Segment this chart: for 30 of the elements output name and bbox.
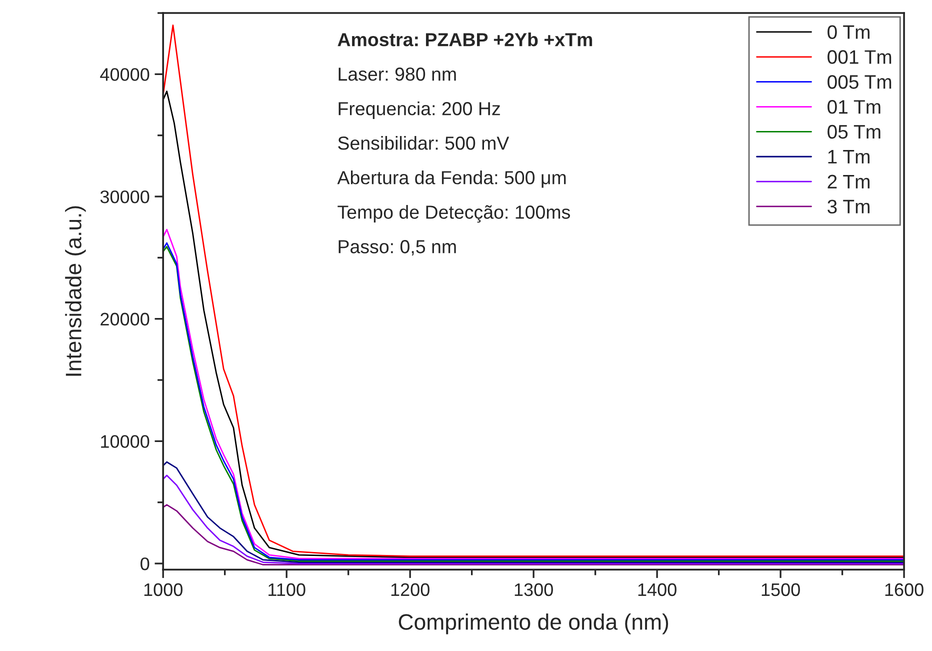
line-series [163,504,904,566]
annotation: Frequencia: 200 Hz [338,102,500,119]
annotation: Laser: 980 nm [338,68,456,81]
legend-label: 0 Tm [828,25,870,39]
x-tick-label: 1000 [144,583,182,596]
x-tick-label: 1200 [391,583,430,596]
x-tick-label: 1500 [762,583,800,596]
annotation: Abertura da Fenda: 500 μm [337,170,566,188]
legend-label: 01 Tm [828,100,880,114]
x-axis-title: Comprimento de onda (nm) [398,614,668,634]
legend-label: 005 Tm [828,75,892,89]
legend-label: 05 Tm [828,124,880,139]
legend-label: 3 Tm [828,200,870,214]
annotation: Tempo de Detecção: 100ms [338,205,570,223]
legend-label: 2 Tm [828,174,870,188]
x-tick-label: 1600 [885,583,924,596]
y-tick-label: 10000 [101,435,150,448]
annotation: Passo: 0,5 nm [338,240,456,256]
annotation: Amostra: PZABP +2Yb +xTm [338,32,592,46]
legend-label: 001 Tm [828,50,892,64]
annotation: Sensibilidar: 500 mV [338,136,510,150]
y-tick-label: 30000 [100,190,150,204]
legend-label: 1 Tm [828,150,870,164]
x-tick-label: 1400 [638,583,676,596]
y-tick-label: 20000 [100,312,150,326]
y-tick-label: 40000 [100,68,150,81]
x-tick-label: 1300 [514,583,553,596]
y-tick-label: 0 [140,557,150,570]
y-axis-title: Intensidade (a.u.) [65,206,86,376]
x-tick-label: 1100 [268,583,306,596]
